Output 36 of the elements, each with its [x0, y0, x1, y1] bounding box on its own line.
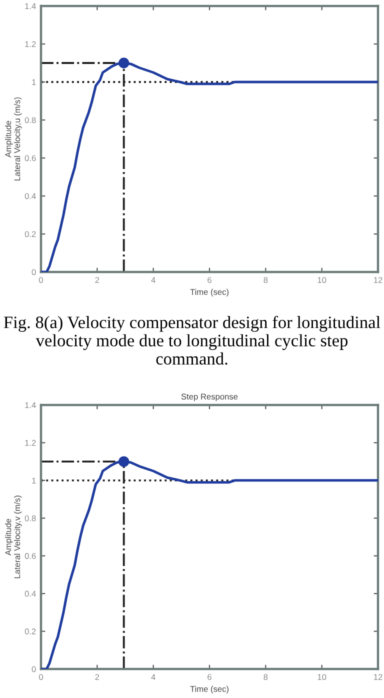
- y-tick-label: 1.4: [25, 402, 36, 408]
- y-tick-label: 0.4: [24, 193, 36, 200]
- x-tick-label: 10: [318, 277, 326, 283]
- y-tick-label: 0.2: [24, 628, 36, 634]
- y-tick-label: 0.6: [24, 155, 36, 162]
- y-tick-label: 0.2: [24, 231, 36, 238]
- y-tick-label: 0: [32, 666, 36, 672]
- x-tick-label: 10: [318, 674, 326, 680]
- x-tick-label: 6: [208, 674, 212, 680]
- x-tick-label: 2: [95, 674, 100, 680]
- y-tick-label: 0: [32, 269, 36, 276]
- x-axis-title: Time (sec): [190, 686, 229, 694]
- x-tick-label: 0: [39, 674, 43, 680]
- x-tick-label: 12: [374, 674, 382, 680]
- x-tick-label: 4: [151, 277, 156, 283]
- x-tick-label: 8: [264, 674, 268, 680]
- chart-title: Step Response: [181, 394, 238, 402]
- y-tick-label: 1.4: [25, 3, 36, 10]
- y-axis-title: Amplitude Lateral Velocity,u (m/s): [5, 97, 22, 180]
- x-tick-label: 8: [264, 277, 268, 283]
- y-tick-label: 1: [32, 79, 36, 86]
- x-tick-label: 12: [374, 277, 382, 283]
- x-tick-label: 4: [151, 674, 156, 680]
- y-tick-label: 1: [32, 478, 36, 484]
- y-axis-title: Amplitude Lateral Velocity,v (m/s): [5, 496, 22, 578]
- y-tick-label: 0.8: [24, 515, 36, 522]
- x-tick-label: 0: [39, 277, 43, 283]
- y-tick-label: 0.4: [24, 590, 36, 597]
- caption: Fig. 8(a) Velocity compensator design for longitudinal velocity mode due to longitudinal cyclic step command.: [4, 316, 380, 365]
- y-tick-label: 0.8: [24, 117, 36, 124]
- y-tick-label: 0.6: [24, 553, 36, 559]
- x-tick-label: 6: [208, 277, 212, 283]
- y-tick-label: 1.2: [25, 440, 36, 446]
- x-axis-title: Time (sec): [190, 288, 229, 297]
- x-tick-label: 2: [95, 277, 100, 283]
- y-tick-label: 1.2: [25, 41, 36, 48]
